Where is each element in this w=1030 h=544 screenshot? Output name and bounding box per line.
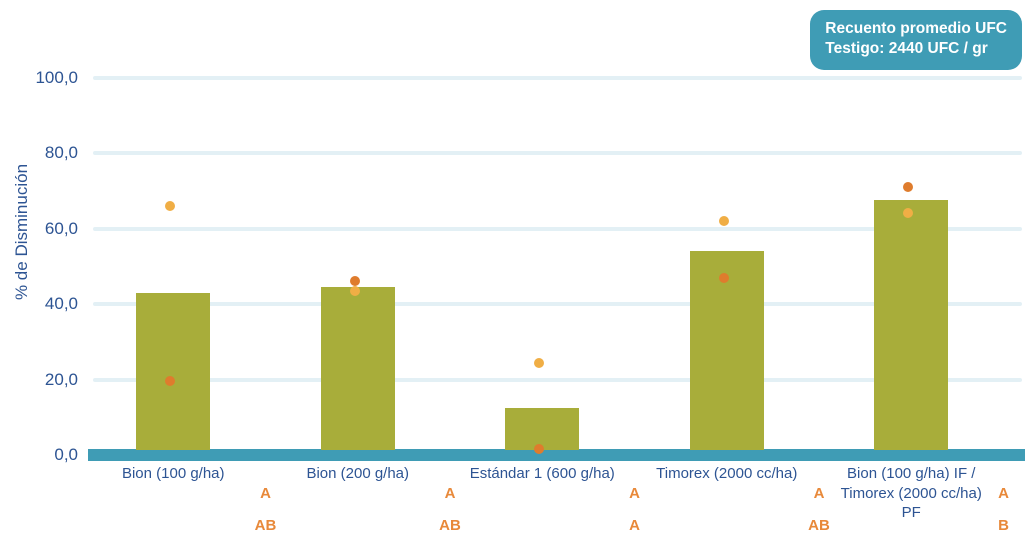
stat-letter-row1: A xyxy=(260,485,271,502)
x-category-label: Bion (200 g/ha) xyxy=(306,465,410,482)
x-axis-line xyxy=(88,449,1025,461)
bar xyxy=(505,407,580,450)
stat-letter-row2: AB xyxy=(439,517,461,534)
scatter-dot-light xyxy=(903,208,914,219)
x-category-label: Bion (100 g/ha) IF / Timorex (2000 cc/ha… xyxy=(840,465,982,521)
y-tick-label: 80,0 xyxy=(44,143,78,162)
y-tick-label: 100,0 xyxy=(35,67,78,87)
gridline xyxy=(93,226,1022,231)
scatter-dot-light xyxy=(718,215,729,226)
stat-letter-row1: A xyxy=(813,485,825,502)
gridline xyxy=(93,75,1022,80)
bar xyxy=(320,287,395,450)
stat-letter-row2: B xyxy=(998,517,1009,534)
x-category-label: Bion (100 g/ha) xyxy=(121,465,225,482)
scatter-dot-dark xyxy=(349,276,360,287)
scatter-dot-dark xyxy=(534,444,545,455)
scatter-dot-dark xyxy=(903,181,914,192)
scatter-dot-light xyxy=(165,200,176,211)
y-tick-label: 60,0 xyxy=(44,218,78,238)
scatter-dot-dark xyxy=(718,272,729,283)
stat-letter-row2: A xyxy=(629,517,640,534)
y-tick-label: 20,0 xyxy=(44,369,78,389)
gridline xyxy=(93,377,1022,382)
bar xyxy=(874,200,949,450)
stat-letter-row2: AB xyxy=(254,517,277,534)
stat-letter-row1: A xyxy=(444,485,456,502)
stat-letter-row2: AB xyxy=(808,517,830,534)
gridline xyxy=(93,302,1022,306)
scatter-dot-dark xyxy=(165,376,176,387)
x-category-label: Estándar 1 (600 g/ha) xyxy=(469,465,615,482)
gridline xyxy=(93,151,1022,155)
bar xyxy=(136,292,211,450)
scatter-dot-light xyxy=(349,285,360,296)
y-tick-label: 40,0 xyxy=(44,294,78,313)
scatter-dot-light xyxy=(534,357,545,368)
y-tick-label: 0,0 xyxy=(54,445,78,464)
bar xyxy=(689,251,764,450)
badge-line2: Testigo: 2440 UFC / gr xyxy=(825,40,988,58)
stat-letter-row1: A xyxy=(998,485,1009,502)
testigo-badge: Recuento promedio UFC Testigo: 2440 UFC … xyxy=(810,10,1022,70)
x-category-label: Timorex (2000 cc/ha) xyxy=(656,465,798,482)
badge-line1: Recuento promedio UFC xyxy=(825,20,1007,37)
stat-letter-row1: A xyxy=(629,485,640,502)
